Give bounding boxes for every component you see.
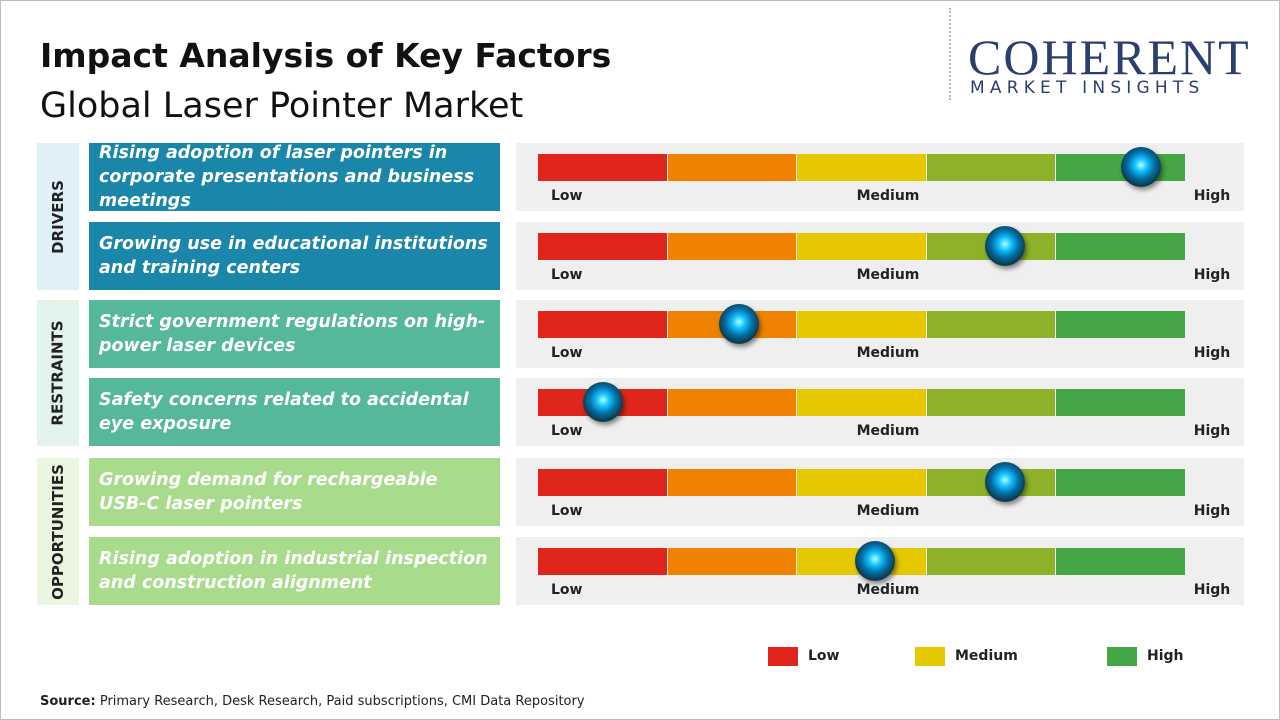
impact-segment	[667, 469, 797, 496]
scale-label: Medium	[856, 188, 920, 204]
impact-marker	[718, 304, 759, 344]
group-label: DRIVERS	[49, 179, 68, 254]
impact-segment	[926, 389, 1056, 416]
scale-label: High	[1193, 188, 1231, 204]
scale-label: Medium	[856, 345, 920, 361]
scale-label: Low	[551, 188, 583, 204]
impact-segment	[926, 548, 1056, 575]
scale-label: Low	[551, 582, 583, 598]
group-label-box: RESTRAINTS	[37, 300, 79, 446]
legend-swatch	[1107, 647, 1137, 666]
scale-label: Low	[551, 503, 583, 519]
impact-segment	[1056, 389, 1185, 416]
scale-label: High	[1193, 423, 1231, 439]
source-label: Source:	[40, 694, 96, 709]
impact-segment	[667, 389, 797, 416]
title: Impact Analysis of Key Factors	[40, 36, 612, 75]
scale-label: Low	[551, 423, 583, 439]
logo-name: COHERENT	[968, 29, 1251, 85]
impact-segment	[797, 389, 926, 416]
factor-text: Safety concerns related to accidental ey…	[89, 378, 500, 446]
group-label: RESTRAINTS	[49, 320, 68, 426]
divider	[949, 8, 951, 100]
impact-segment	[797, 154, 926, 181]
scale-label: High	[1193, 503, 1231, 519]
impact-segment	[1056, 469, 1185, 496]
impact-marker	[582, 382, 623, 422]
scale-label: Low	[551, 345, 583, 361]
subtitle: Global Laser Pointer Market	[40, 86, 524, 126]
legend-label: High	[1147, 648, 1184, 664]
scale-label: Medium	[856, 267, 920, 283]
scale-label: High	[1193, 582, 1231, 598]
scale-label: Medium	[856, 423, 920, 439]
scale-label: Medium	[856, 582, 920, 598]
impact-segment	[538, 233, 667, 260]
factor-text: Growing demand for rechargeable USB-C la…	[89, 458, 500, 526]
impact-marker	[984, 462, 1025, 502]
impact-marker	[854, 541, 895, 581]
impact-segment	[797, 233, 926, 260]
scale-label: High	[1193, 345, 1231, 361]
factor-text: Growing use in educational institutions …	[89, 222, 500, 290]
group-label: OPPORTUNITIES	[49, 463, 67, 600]
impact-segment	[538, 311, 667, 338]
impact-segment	[926, 311, 1056, 338]
factor-text: Rising adoption in industrial inspection…	[89, 537, 500, 605]
impact-segment	[926, 154, 1056, 181]
group-label-box: DRIVERS	[37, 143, 79, 290]
impact-segment	[797, 311, 926, 338]
legend-swatch	[768, 647, 798, 666]
impact-segment	[797, 469, 926, 496]
scale-label: Low	[551, 267, 583, 283]
impact-segment	[538, 469, 667, 496]
factor-text: Rising adoption of laser pointers in cor…	[89, 143, 500, 211]
scale-label: High	[1193, 267, 1231, 283]
source-text: Primary Research, Desk Research, Paid su…	[99, 694, 585, 709]
impact-segment	[1056, 311, 1185, 338]
legend-swatch	[915, 647, 945, 666]
impact-marker	[1120, 147, 1161, 187]
impact-segment	[538, 154, 667, 181]
impact-segment	[538, 548, 667, 575]
factor-text: Strict government regulations on high-po…	[89, 300, 500, 368]
impact-segment	[1056, 548, 1185, 575]
impact-segment	[667, 154, 797, 181]
group-label-box: OPPORTUNITIES	[37, 458, 79, 605]
legend-label: Low	[808, 648, 840, 664]
impact-segment	[667, 233, 797, 260]
impact-marker	[984, 226, 1025, 266]
impact-segment	[1056, 233, 1185, 260]
logo-tagline: MARKET INSIGHTS	[970, 78, 1205, 98]
source: Source: Primary Research, Desk Research,…	[40, 694, 585, 709]
scale-label: Medium	[856, 503, 920, 519]
legend-label: Medium	[955, 648, 1018, 664]
impact-segment	[667, 548, 797, 575]
